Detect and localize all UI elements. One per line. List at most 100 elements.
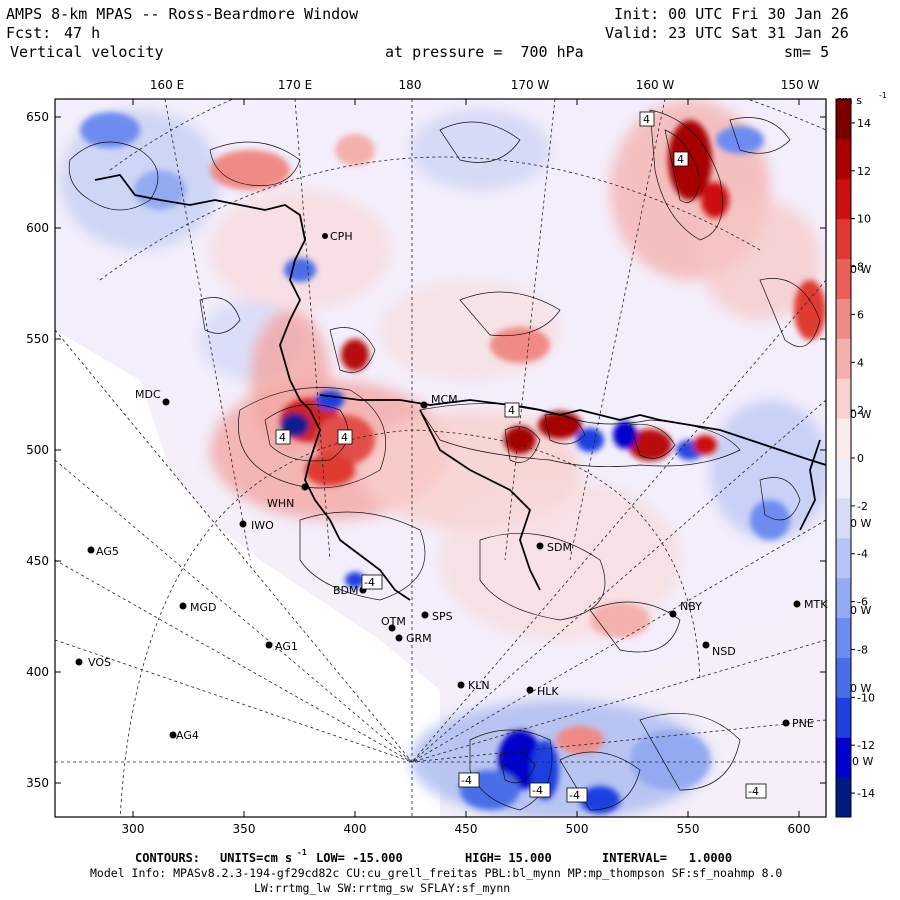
model-info: Model Info: MPASv8.2.3-194-gf29cd82c CU:… bbox=[90, 866, 783, 880]
units-label: UNITS=cm s bbox=[220, 851, 293, 865]
forecast-hour: 47 h bbox=[64, 24, 101, 42]
colorbar-swatch bbox=[836, 99, 851, 140]
station-marker bbox=[301, 483, 309, 491]
model-info-physics: LW:rrtmg_lw SW:rrtmg_sw SFLAY:sf_mynn bbox=[254, 881, 511, 895]
x-tick: 500 bbox=[566, 822, 589, 836]
colorbar-tick-label: 2 bbox=[857, 404, 864, 417]
x-tick: 600 bbox=[788, 822, 811, 836]
contour-label: 4 bbox=[677, 153, 684, 166]
colorbar-swatch bbox=[836, 697, 851, 738]
y-axis-labels: 650 600 550 500 450 400 350 bbox=[26, 110, 49, 790]
map-plot-area bbox=[55, 99, 826, 817]
station-marker bbox=[421, 611, 429, 619]
station-label: NSD bbox=[712, 645, 736, 658]
colorbar-swatch bbox=[836, 418, 851, 459]
station-marker bbox=[322, 233, 328, 239]
lon-label: 160 W bbox=[636, 78, 675, 92]
graticule bbox=[55, 99, 826, 817]
contour-label: 4 bbox=[643, 113, 650, 126]
colorbar-swatch bbox=[836, 537, 851, 579]
tick-marks bbox=[55, 99, 826, 817]
station-label: BDM bbox=[333, 584, 359, 597]
contour-value-labels: 4 4 4 4 4 -4 -4 -4 -4 -4 bbox=[275, 111, 767, 803]
station-label: NBY bbox=[680, 600, 702, 613]
colorbar-tick-label: 0 bbox=[857, 452, 864, 465]
colorbar-swatch bbox=[836, 218, 851, 260]
y-tick: 600 bbox=[26, 221, 49, 235]
interval-value: INTERVAL= 1.0000 bbox=[602, 851, 733, 865]
y-tick: 450 bbox=[26, 554, 49, 568]
station-marker bbox=[702, 641, 710, 649]
coastline bbox=[94, 174, 826, 601]
colorbar-swatch bbox=[836, 178, 851, 220]
lon-label: 170 W bbox=[511, 78, 550, 92]
colorbar-swatches bbox=[836, 99, 851, 818]
colorbar-tick-label: 4 bbox=[857, 356, 864, 369]
colorbar-swatch bbox=[836, 338, 851, 379]
station-label: PNE bbox=[792, 717, 814, 730]
y-tick: 350 bbox=[26, 776, 49, 790]
colorbar-tick-label: 12 bbox=[857, 165, 871, 178]
contour-label: 4 bbox=[508, 404, 515, 417]
contours bbox=[68, 109, 821, 811]
station-label: AG5 bbox=[96, 545, 119, 558]
colorbar-swatch bbox=[836, 298, 851, 339]
top-longitude-labels: 160 E 170 E 180 170 W 160 W 150 W bbox=[150, 78, 820, 92]
field-name: Vertical velocity bbox=[10, 43, 164, 61]
contour-label: -4 bbox=[569, 789, 580, 802]
colorbar-tick-label: -10 bbox=[857, 691, 875, 704]
stations: MDC CPH MCM WHN IWO AG5 MGD BDM SPS OTM … bbox=[75, 230, 828, 742]
station-label: MDC bbox=[135, 388, 161, 401]
station-marker bbox=[395, 634, 403, 642]
colorbar-swatch bbox=[836, 617, 851, 658]
contour-label: -4 bbox=[461, 774, 472, 787]
colorbar-swatch bbox=[836, 497, 851, 539]
station-label: MCM bbox=[431, 393, 458, 406]
station-marker bbox=[782, 719, 790, 727]
station-marker bbox=[793, 600, 801, 608]
contour-label: -4 bbox=[532, 784, 543, 797]
contour-label: 4 bbox=[279, 431, 286, 444]
colorbar-units-exponent: -1 bbox=[879, 91, 887, 100]
y-tick: 400 bbox=[26, 665, 49, 679]
x-tick: 550 bbox=[677, 822, 700, 836]
colorbar-tick-label: -8 bbox=[857, 643, 868, 656]
colorbar-tick-label: -6 bbox=[857, 596, 868, 609]
station-label: MGD bbox=[190, 601, 217, 614]
colorbar-swatch bbox=[836, 458, 851, 499]
pressure-level: at pressure = 700 hPa bbox=[385, 43, 584, 61]
station-label: OTM bbox=[381, 615, 406, 628]
colorbar-swatch bbox=[836, 138, 851, 180]
high-value: HIGH= 15.000 bbox=[465, 851, 552, 865]
colorbar-tick-label: -12 bbox=[857, 739, 875, 752]
station-marker bbox=[75, 658, 83, 666]
y-tick: 650 bbox=[26, 110, 49, 124]
station-label: CPH bbox=[330, 230, 353, 243]
station-marker bbox=[526, 686, 534, 694]
lon-label: 150 W bbox=[781, 78, 820, 92]
colorbar-swatch bbox=[836, 737, 851, 778]
contour-label: -4 bbox=[364, 576, 375, 589]
station-label: SDM bbox=[547, 541, 572, 554]
lon-label: 90 W bbox=[845, 755, 873, 768]
forecast-label: Fcst: bbox=[6, 24, 52, 42]
contour-label: -4 bbox=[748, 785, 759, 798]
station-label: WHN bbox=[267, 497, 294, 510]
station-label: AG1 bbox=[275, 640, 298, 653]
station-label: HLK bbox=[537, 685, 559, 698]
station-marker bbox=[162, 398, 170, 406]
station-marker bbox=[669, 610, 677, 618]
y-tick: 500 bbox=[26, 443, 49, 457]
station-label: GRM bbox=[406, 632, 432, 645]
lon-label: 160 E bbox=[150, 78, 184, 92]
colorbar-tick-label: 8 bbox=[857, 261, 864, 274]
lon-label: 170 E bbox=[278, 78, 312, 92]
station-marker bbox=[239, 520, 247, 528]
station-marker bbox=[169, 731, 177, 739]
station-label: MTK bbox=[804, 598, 828, 611]
station-marker bbox=[457, 681, 465, 689]
station-label: VOS bbox=[88, 656, 111, 669]
station-marker bbox=[420, 401, 428, 409]
colorbar-ticks: 14 12 10 8 6 4 2 0 -2 -4 -6 -8 -10 -12 -14 bbox=[851, 117, 875, 800]
